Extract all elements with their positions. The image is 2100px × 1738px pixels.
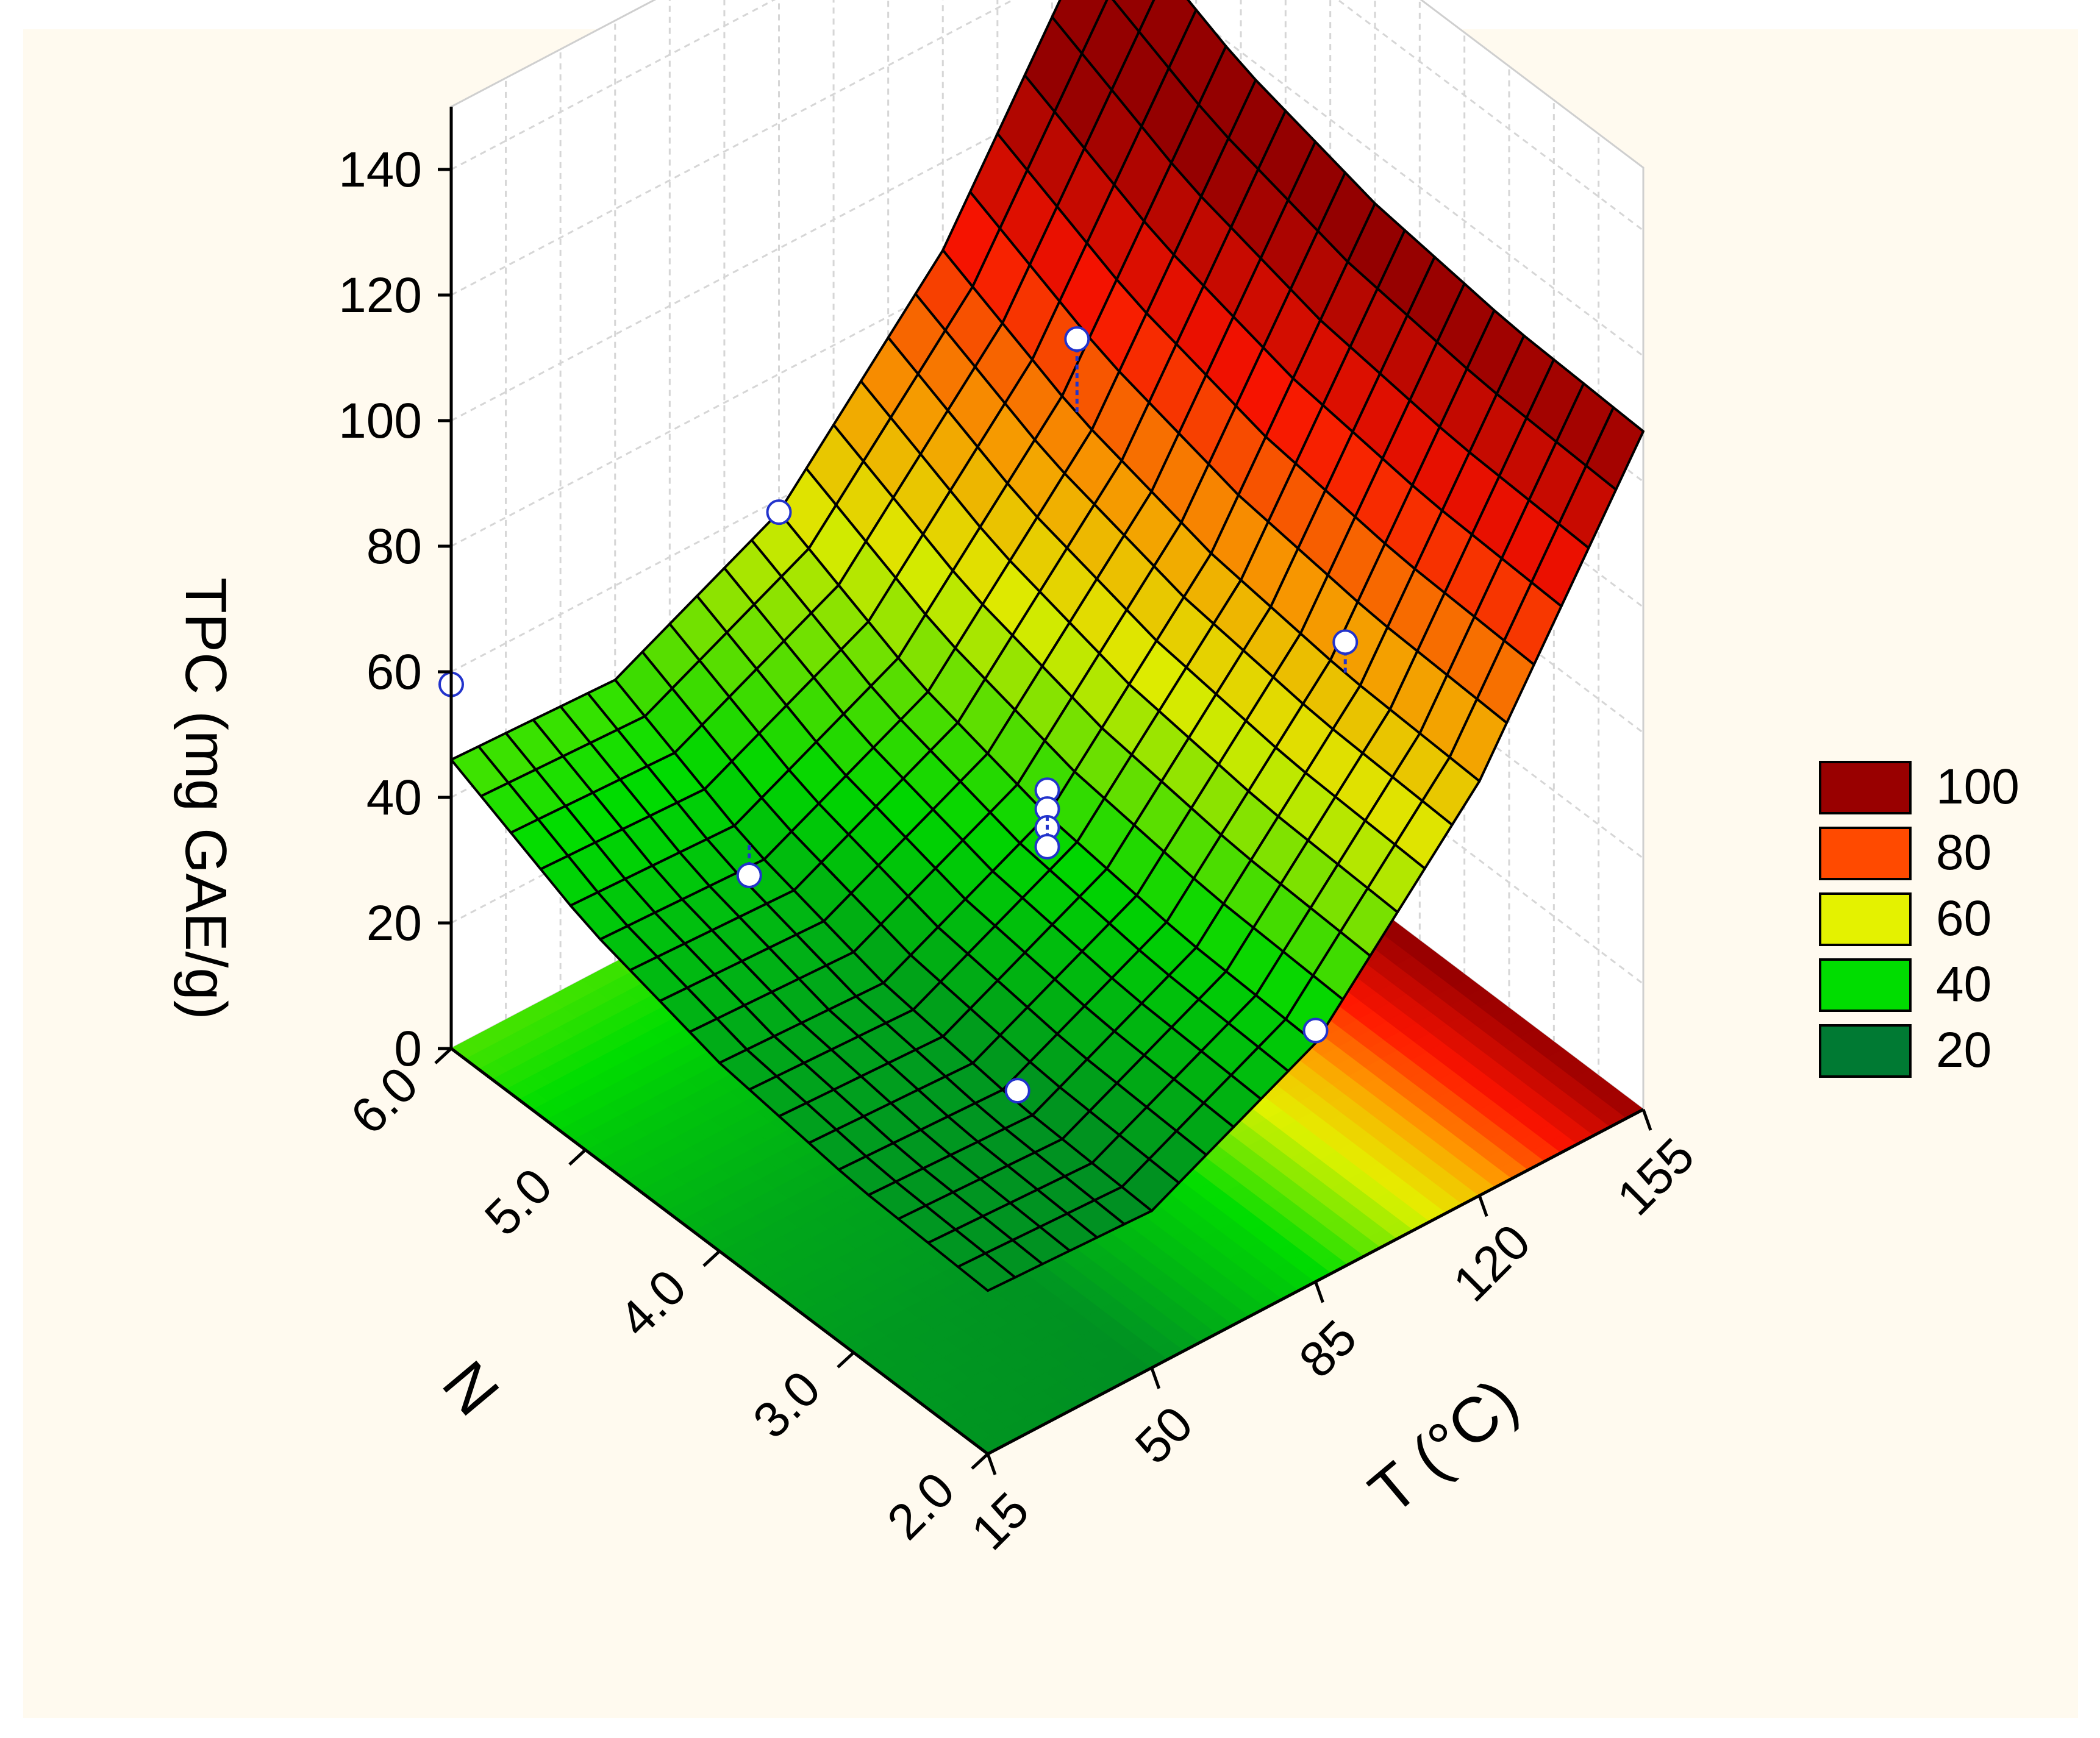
y-tick-mark (568, 1149, 587, 1166)
wall-gridline (451, 0, 1644, 357)
y-tick-mark (971, 1453, 989, 1470)
z-tick-label: 120 (338, 268, 422, 323)
legend-swatch (1819, 1024, 1912, 1078)
x-tick-mark (1641, 1109, 1652, 1131)
y-tick-mark (702, 1250, 721, 1267)
z-tick-label: 100 (338, 393, 422, 449)
z-tick-label: 40 (366, 770, 422, 825)
z-tick-label: 140 (338, 142, 422, 198)
legend-label: 80 (1936, 825, 1991, 880)
observed-point (1004, 1078, 1030, 1104)
legend-swatch (1819, 761, 1912, 814)
legend-swatch (1819, 892, 1912, 946)
z-tick-label: 80 (366, 519, 422, 574)
legend-label: 100 (1936, 759, 2020, 814)
legend-label: 60 (1936, 891, 1991, 946)
y-tick-mark (837, 1351, 855, 1369)
z-tick-label: 20 (366, 896, 422, 951)
legend: 100 80 60 40 20 (1819, 759, 2020, 1078)
legend-label: 40 (1936, 956, 1991, 1012)
legend-swatch (1819, 958, 1912, 1012)
y-tick-mark (434, 1047, 452, 1064)
response-surface (450, 0, 1645, 1292)
observed-point (1034, 833, 1060, 860)
x-tick-mark (1477, 1195, 1488, 1217)
x-tick-mark (1314, 1281, 1324, 1303)
observed-point (1302, 1017, 1329, 1044)
observed-point (736, 863, 762, 888)
surface-cell (957, 1252, 1016, 1292)
legend-label: 20 (1936, 1022, 1991, 1078)
z-axis-label: TPC (mg GAE/g) (173, 577, 238, 1019)
x-tick-mark (986, 1453, 997, 1475)
x-tick-mark (1150, 1367, 1161, 1389)
z-tick-label: 0 (394, 1021, 422, 1077)
observed-point (766, 499, 792, 525)
observed-point (1064, 326, 1090, 352)
z-tick-label: 60 (366, 644, 422, 700)
observed-point (1332, 629, 1359, 655)
legend-swatch (1819, 827, 1912, 880)
